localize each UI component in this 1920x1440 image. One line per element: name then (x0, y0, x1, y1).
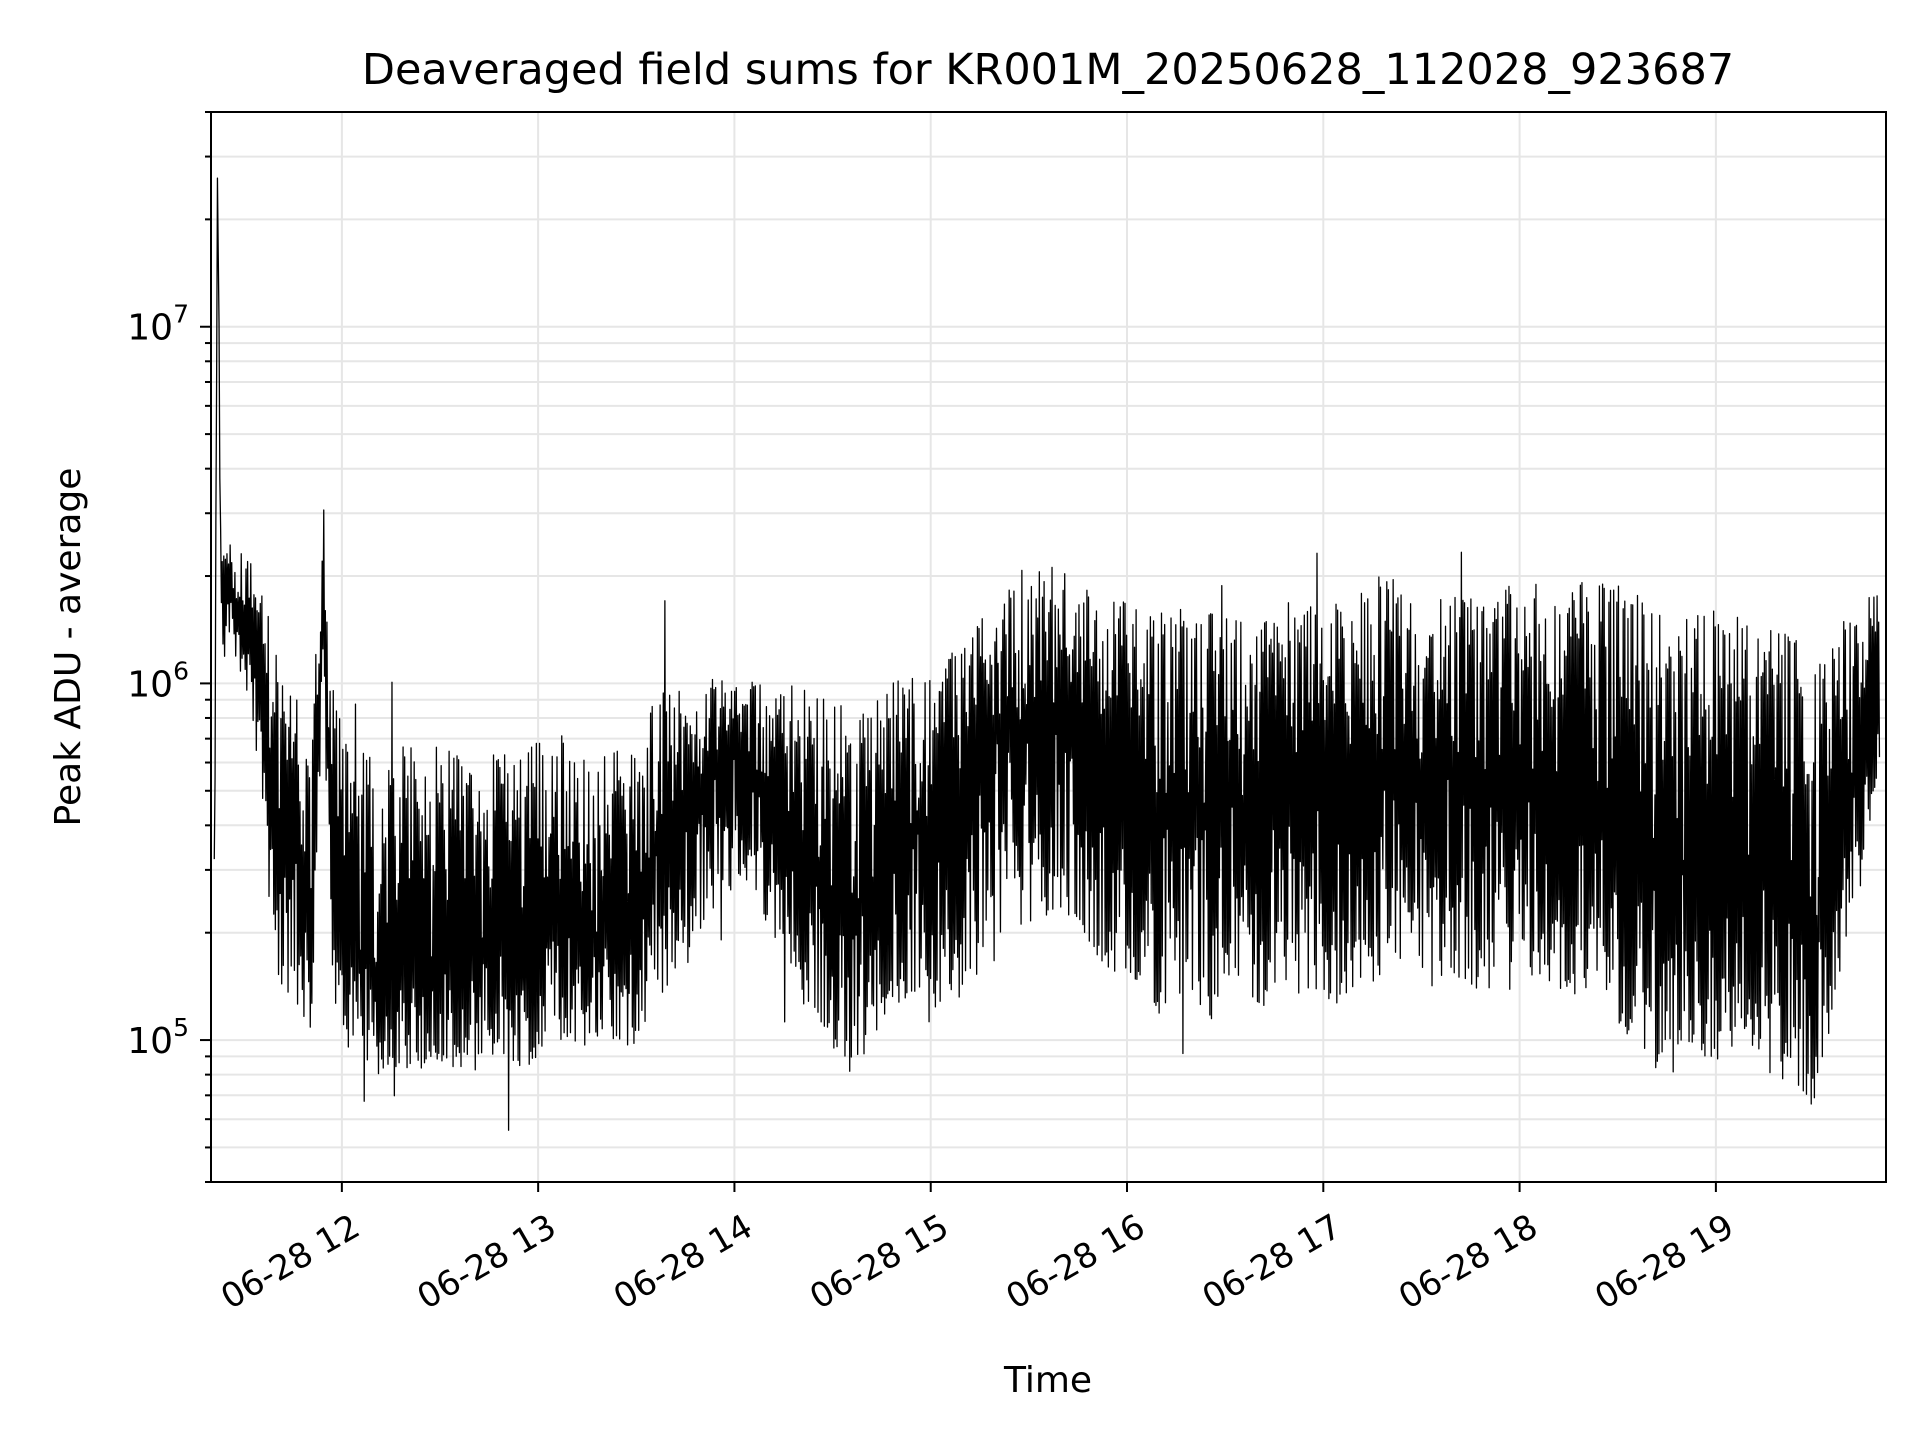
y-tick-label: 106 (127, 656, 189, 705)
x-tick-label: 06-28 15 (803, 1207, 955, 1318)
x-axis-label: Time (1003, 1360, 1092, 1401)
x-tick-label: 06-28 16 (1000, 1207, 1152, 1318)
x-tick-label: 06-28 17 (1196, 1207, 1348, 1318)
x-tick-label: 06-28 12 (214, 1207, 366, 1318)
chart-title: Deaveraged field sums for KR001M_2025062… (362, 45, 1734, 95)
y-tick-label: 105 (127, 1013, 189, 1062)
y-axis-label: Peak ADU - average (48, 468, 89, 827)
x-tick-label: 06-28 19 (1588, 1207, 1740, 1318)
x-axis-ticks: 06-28 12 06-28 13 06-28 14 06-28 15 06-28 16… (214, 1182, 1741, 1318)
x-tick-label: 06-28 18 (1392, 1207, 1544, 1318)
y-tick-label: 107 (127, 300, 189, 349)
series-line (213, 177, 1881, 1131)
x-tick-label: 06-28 14 (607, 1207, 759, 1318)
x-tick-label: 06-28 13 (411, 1207, 563, 1318)
y-axis-ticks: 105 106 107 (127, 111, 211, 1183)
plot-frame (210, 111, 1887, 1183)
data-series (213, 177, 1881, 1131)
